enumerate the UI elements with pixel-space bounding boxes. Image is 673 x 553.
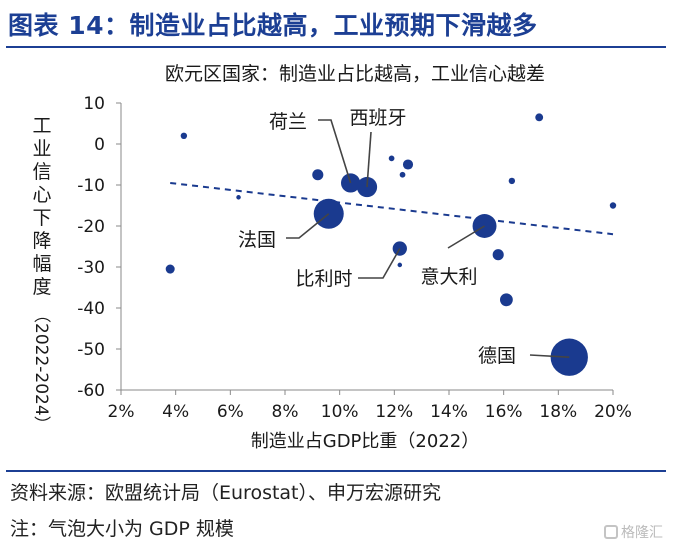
- bubble: [397, 262, 403, 268]
- watermark-logo-icon: [604, 525, 618, 539]
- watermark: 格隆汇: [604, 522, 663, 542]
- chart-axes: 2% 4% 6% 8% 10% 12% 14% 16% 18% 20% 10 0 -10 -20 -30 -4…: [77, 94, 632, 422]
- y-axis-label-range: （2022-2024）: [31, 306, 51, 433]
- bubble: [492, 249, 504, 261]
- bubble-chart: 欧元区国家：制造业占比越高，工业信心越差 2% 4% 6% 8% 10% 12% 14% 16…: [31, 63, 632, 452]
- bubble: [402, 159, 414, 170]
- title-divider: [6, 46, 666, 48]
- y-tick-label: -10: [77, 176, 105, 196]
- annotation-label: 法国: [238, 229, 276, 251]
- y-tick-label: -40: [77, 299, 105, 319]
- y-tick-label: -20: [77, 217, 105, 237]
- x-tick-label: 16%: [485, 402, 523, 422]
- y-axis-label-char: 度: [32, 276, 51, 298]
- y-axis-label-char: 幅: [32, 253, 51, 275]
- x-tick-label: 12%: [375, 402, 413, 422]
- bubble: [165, 264, 175, 274]
- x-tick-label: 2%: [108, 402, 135, 422]
- annotation-label: 比利时: [295, 268, 352, 290]
- x-tick-label: 10%: [321, 402, 359, 422]
- y-tick-label: 0: [94, 135, 105, 155]
- y-axis-label-char: 降: [32, 230, 51, 252]
- source-note: 资料来源：欧盟统计局（Eurostat）、申万宏源研究: [10, 482, 442, 504]
- annotation-leader-line: [529, 354, 570, 358]
- bubble: [399, 171, 406, 178]
- bubble: [180, 132, 188, 139]
- bubble: [609, 202, 617, 209]
- y-tick-label: -30: [77, 258, 105, 278]
- annotation-label: 西班牙: [349, 107, 406, 129]
- annotation-label: 意大利: [420, 266, 477, 288]
- annotation-leader-line: [318, 119, 352, 184]
- footer-divider: [6, 470, 666, 472]
- x-tick-label: 14%: [430, 402, 468, 422]
- annotation-leader-line: [447, 225, 485, 249]
- bubble: [535, 113, 544, 122]
- chart-title: 欧元区国家：制造业占比越高，工业信心越差: [165, 63, 545, 85]
- y-axis-label-char: 心: [32, 184, 51, 206]
- x-tick-label: 6%: [217, 402, 244, 422]
- annotation-label: 德国: [478, 345, 516, 367]
- bubble: [312, 169, 324, 181]
- x-tick-label: 4%: [162, 402, 189, 422]
- bubble: [388, 155, 395, 162]
- annotation-leader-line: [366, 131, 372, 188]
- y-tick-label: -50: [77, 340, 105, 360]
- y-axis-label-char: 下: [32, 207, 51, 229]
- annotation-leader-line: [358, 248, 401, 279]
- watermark-text: 格隆汇: [621, 525, 663, 541]
- figure-title: 图表 14：制造业占比越高，工业预期下滑越多: [8, 11, 538, 40]
- x-tick-label: 18%: [539, 402, 577, 422]
- annotation-label: 荷兰: [269, 111, 307, 133]
- bubble: [500, 293, 513, 307]
- x-tick-label: 8%: [272, 402, 299, 422]
- trendline-path: [170, 181, 614, 236]
- x-tick-label: 20%: [594, 402, 632, 422]
- x-axis-label: 制造业占GDP比重（2022）: [251, 431, 479, 452]
- bubble-series: [165, 113, 617, 376]
- bubble-size-note: 注：气泡大小为 GDP 规模: [10, 518, 234, 540]
- y-axis-label-char: 业: [32, 138, 51, 160]
- y-tick-label: 10: [83, 94, 105, 114]
- annotation-leader-line: [286, 213, 330, 239]
- trendline: [170, 181, 614, 236]
- bubble: [508, 177, 516, 185]
- y-axis-label-char: 工: [32, 115, 51, 137]
- y-tick-label: -60: [77, 381, 105, 401]
- y-axis-label-char: 信: [32, 161, 51, 183]
- bubble: [236, 195, 241, 200]
